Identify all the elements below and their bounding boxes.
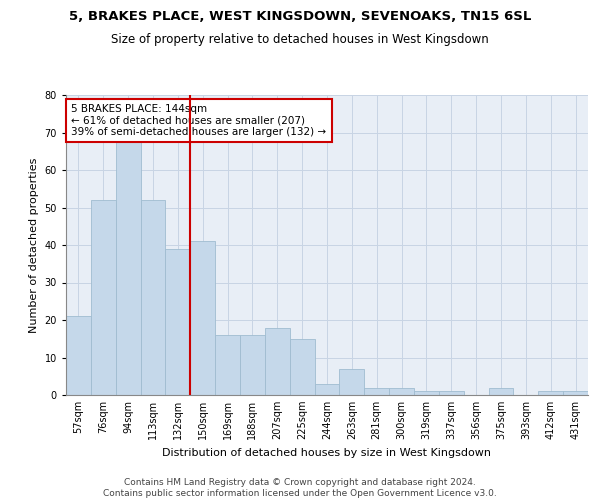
Bar bbox=[166, 249, 190, 395]
Bar bbox=[389, 388, 414, 395]
Bar bbox=[563, 391, 588, 395]
Bar bbox=[116, 140, 140, 395]
Bar bbox=[265, 328, 290, 395]
Bar bbox=[290, 339, 314, 395]
X-axis label: Distribution of detached houses by size in West Kingsdown: Distribution of detached houses by size … bbox=[163, 448, 491, 458]
Text: 5, BRAKES PLACE, WEST KINGSDOWN, SEVENOAKS, TN15 6SL: 5, BRAKES PLACE, WEST KINGSDOWN, SEVENOA… bbox=[69, 10, 531, 23]
Bar bbox=[190, 242, 215, 395]
Text: Contains HM Land Registry data © Crown copyright and database right 2024.
Contai: Contains HM Land Registry data © Crown c… bbox=[103, 478, 497, 498]
Y-axis label: Number of detached properties: Number of detached properties bbox=[29, 158, 39, 332]
Text: Size of property relative to detached houses in West Kingsdown: Size of property relative to detached ho… bbox=[111, 32, 489, 46]
Bar bbox=[140, 200, 166, 395]
Bar bbox=[439, 391, 464, 395]
Bar bbox=[240, 335, 265, 395]
Bar bbox=[538, 391, 563, 395]
Bar bbox=[314, 384, 340, 395]
Bar bbox=[215, 335, 240, 395]
Bar bbox=[340, 369, 364, 395]
Bar bbox=[91, 200, 116, 395]
Bar bbox=[364, 388, 389, 395]
Text: 5 BRAKES PLACE: 144sqm
← 61% of detached houses are smaller (207)
39% of semi-de: 5 BRAKES PLACE: 144sqm ← 61% of detached… bbox=[71, 104, 326, 137]
Bar bbox=[414, 391, 439, 395]
Bar bbox=[488, 388, 514, 395]
Bar bbox=[66, 316, 91, 395]
